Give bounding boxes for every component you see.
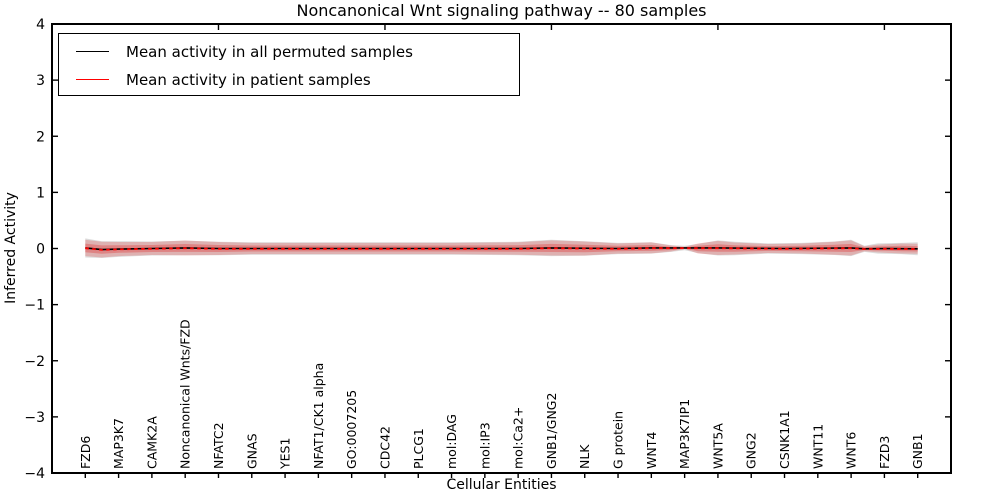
black-line-swatch — [76, 51, 109, 52]
legend-label: Mean activity in all permuted samples — [126, 42, 413, 61]
y-axis-title: Inferred Activity — [3, 192, 19, 304]
y-tick-label: 0 — [36, 242, 45, 258]
x-category-label: mol:DAG — [444, 414, 459, 469]
x-category-label: mol:Ca2+ — [511, 407, 526, 469]
x-category-label: WNT6 — [844, 432, 859, 469]
y-tick-label: 1 — [36, 185, 45, 201]
y-tick-label: 4 — [36, 17, 45, 33]
x-category-label: GNG2 — [744, 432, 759, 469]
x-category-label: FZD3 — [877, 436, 892, 469]
x-category-label: NFATC2 — [211, 422, 226, 469]
x-category-label: G protein — [611, 411, 626, 469]
y-tick-label: −4 — [24, 466, 45, 482]
y-tick-label: −3 — [24, 410, 45, 426]
x-category-label: WNT4 — [644, 432, 659, 469]
red-line-swatch — [76, 79, 109, 80]
x-category-label: GO:0007205 — [344, 390, 359, 469]
x-category-label: WNT11 — [810, 424, 825, 469]
x-category-label: mol:IP3 — [477, 422, 492, 469]
x-category-label: GNB1/GNG2 — [544, 393, 559, 469]
x-category-label: NLK — [577, 444, 592, 469]
legend-entry-permuted: Mean activity in all permuted samples — [59, 37, 519, 66]
x-axis-title: Cellular Entities — [446, 477, 557, 493]
x-category-label: CAMK2A — [144, 416, 159, 469]
x-category-label: PLCG1 — [411, 428, 426, 469]
y-tick-label: 3 — [36, 73, 45, 89]
x-category-label: MAP3K7IP1 — [677, 399, 692, 469]
y-tick-label: 2 — [36, 129, 45, 145]
y-tick-label: −2 — [24, 354, 45, 370]
mean-patient-line — [85, 247, 918, 251]
legend: Mean activity in all permuted samples Me… — [58, 33, 520, 96]
x-category-label: Noncanonical Wnts/FZD — [178, 319, 193, 469]
x-category-label: YES1 — [278, 438, 293, 470]
y-tick-label: −1 — [24, 298, 45, 314]
legend-label: Mean activity in patient samples — [126, 70, 371, 89]
x-category-label: CSNK1A1 — [777, 410, 792, 469]
x-category-label: WNT5A — [710, 423, 725, 469]
x-category-label: GNAS — [244, 433, 259, 469]
chart-title: Noncanonical Wnt signaling pathway -- 80… — [296, 1, 707, 20]
x-category-label: NFAT1/CK1 alpha — [311, 363, 326, 469]
x-category-label: CDC42 — [377, 426, 392, 469]
x-category-label: GNB1 — [910, 433, 925, 469]
legend-entry-patient: Mean activity in patient samples — [59, 65, 519, 94]
x-category-label: FZD6 — [78, 436, 93, 469]
x-category-label: MAP3K7 — [111, 418, 126, 469]
